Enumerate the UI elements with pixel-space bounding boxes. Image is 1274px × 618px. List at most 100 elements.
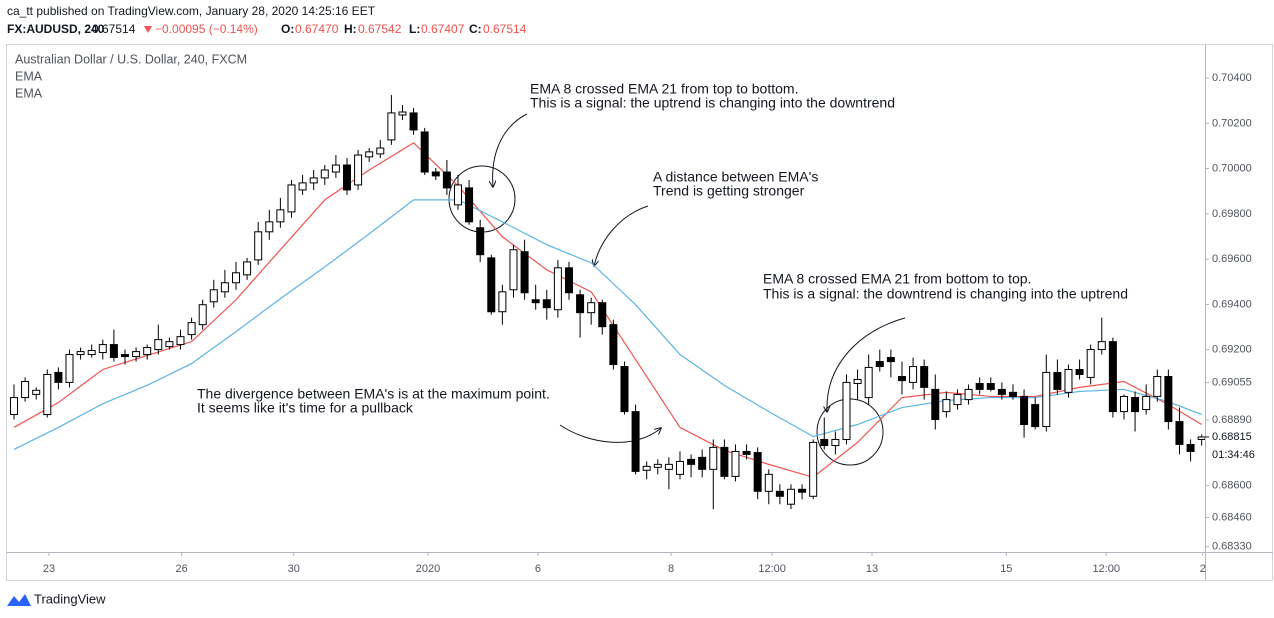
candle-body — [731, 450, 740, 477]
candle-body — [1197, 436, 1205, 440]
ema-line — [13, 142, 1202, 478]
x-tick-label: 23 — [43, 563, 55, 575]
y-tick-label: 0.68600 — [1212, 480, 1252, 492]
candle-body — [220, 282, 229, 293]
candle-body — [509, 249, 518, 291]
candle-body — [209, 289, 218, 303]
x-tick-label: 6 — [535, 563, 541, 575]
candle-body — [742, 450, 751, 455]
candle-body — [986, 383, 995, 390]
candle-body — [1075, 368, 1084, 375]
arrow — [493, 113, 528, 187]
candle-body — [32, 389, 41, 395]
candle-body — [1142, 395, 1151, 411]
candle-body — [365, 151, 374, 158]
y-tick-label: 0.70400 — [1212, 72, 1252, 84]
arrow — [827, 317, 906, 412]
publisher-line: ca_tt published on TradingView.com, Janu… — [7, 4, 376, 18]
legend-ema: EMA — [15, 86, 43, 100]
candle-body — [1086, 349, 1095, 378]
candle-body — [320, 169, 329, 179]
candle-body — [886, 356, 895, 363]
candle-body — [1186, 443, 1195, 452]
annotation: A distance between EMA's — [653, 169, 818, 185]
candle-body — [942, 399, 951, 413]
x-tick-label: 2020 — [416, 563, 440, 575]
candle-body — [1153, 376, 1162, 397]
annotation: The divergence between EMA's is at the m… — [197, 386, 550, 402]
candle-body — [820, 438, 829, 447]
change: −0.00095 (−0.14%) — [155, 22, 258, 36]
price: 0.67514 — [92, 22, 136, 36]
candle-body — [376, 147, 385, 155]
candle-body — [120, 354, 129, 358]
annotation: EMA 8 crossed EMA 21 from top to bottom. — [530, 81, 798, 97]
candle-body — [354, 154, 363, 186]
frame — [6, 44, 1273, 581]
candle-body — [1175, 421, 1184, 445]
y-tick-label: 0.68330 — [1212, 541, 1252, 553]
candle-body — [442, 171, 451, 189]
candle-body — [698, 456, 707, 470]
candle-body — [309, 177, 318, 184]
candle-body — [476, 227, 485, 256]
ohlc-label: C: — [469, 22, 482, 36]
candle-body — [953, 393, 962, 406]
candle-body — [520, 251, 529, 294]
candle-body — [298, 182, 307, 191]
candle-body — [409, 112, 418, 131]
candle-body — [187, 322, 196, 336]
candle-body — [975, 383, 984, 390]
candle-body — [1020, 395, 1029, 426]
y-tick-label: 0.69800 — [1212, 208, 1252, 220]
candle-body — [487, 257, 496, 313]
legend-ema: EMA — [15, 69, 43, 83]
candle-body — [65, 354, 74, 383]
candle-body — [709, 446, 718, 470]
candle-body — [609, 324, 618, 366]
candle-body — [331, 164, 340, 173]
candle-body — [165, 341, 174, 348]
ohlc-value: 0.67470 — [295, 22, 339, 36]
candle-body — [1119, 395, 1128, 413]
candle-body — [287, 184, 296, 213]
x-tick-label: 12:00 — [758, 563, 786, 575]
annotation: It seems like it's time for a pullback — [197, 400, 414, 416]
candle-body — [853, 378, 862, 385]
candle-body — [920, 366, 929, 388]
arrow — [594, 205, 649, 266]
symbol: FX:AUDUSD, 240 — [7, 22, 105, 36]
candle-body — [342, 164, 351, 191]
candle-body — [997, 388, 1006, 395]
candle-body — [764, 473, 773, 492]
candle-body — [21, 380, 30, 399]
candle-body — [909, 366, 918, 383]
candle-body — [598, 302, 607, 328]
annotation: This is a signal: the uptrend is changin… — [530, 95, 895, 111]
annotation-shapes — [448, 113, 906, 466]
candle-body — [465, 187, 474, 223]
candle-body — [642, 465, 651, 471]
candle-body — [398, 111, 407, 116]
candle-body — [420, 131, 429, 173]
candle-body — [276, 209, 285, 223]
candle-body — [54, 371, 63, 383]
candle-body — [1053, 371, 1062, 390]
candle-body — [687, 458, 696, 465]
plot-area — [9, 95, 1205, 510]
candle-body — [1097, 341, 1106, 351]
candle-body — [87, 349, 96, 356]
candle-body — [875, 361, 884, 368]
candle-body — [132, 351, 141, 358]
x-tick-label: 15 — [1000, 563, 1012, 575]
candle-body — [664, 463, 673, 470]
candle-body — [620, 366, 629, 413]
candle-body — [98, 344, 107, 354]
candle-body — [587, 302, 596, 314]
ohlc-value: 0.67407 — [421, 22, 465, 36]
candle-body — [431, 171, 440, 177]
candle-body — [809, 441, 818, 497]
candle-body — [1108, 341, 1117, 413]
